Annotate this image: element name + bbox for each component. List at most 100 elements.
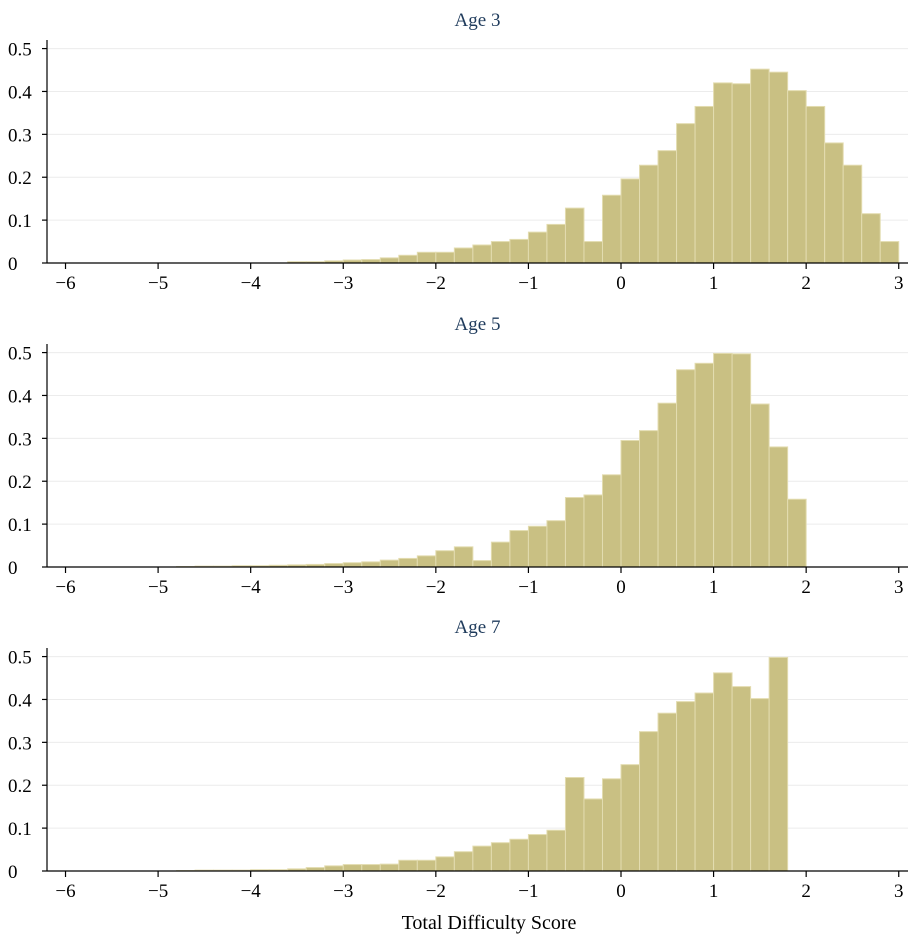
histogram-bar [453, 247, 474, 264]
x-tick-label: −1 [518, 881, 538, 902]
panel-age-3: Age 3 0 0.1 0.2 0.3 0.4 0.5 −6 −5 −4 −3 −2 −1 0 1 2 3 [8, 10, 908, 294]
histogram-bar [564, 207, 585, 264]
histogram-bar [398, 254, 418, 264]
x-tick-label: −3 [333, 577, 353, 598]
x-tick-label: −4 [241, 273, 262, 294]
histogram-bar [601, 474, 622, 568]
y-tick-label: 0.1 [8, 211, 32, 232]
histogram-bar [805, 105, 826, 264]
y-tick-label: 0.5 [8, 344, 32, 365]
histogram-bar [416, 251, 437, 264]
histogram-bar [639, 164, 659, 264]
x-tick-label: −5 [148, 577, 168, 598]
y-tick-label: 0.4 [8, 386, 32, 407]
y-tick-label: 0.2 [8, 776, 32, 797]
histogram-bar [361, 864, 381, 872]
histogram-bar [750, 68, 770, 264]
histogram-bar [472, 560, 492, 568]
histogram-bar [416, 555, 437, 568]
panel-title: Age 5 [455, 314, 501, 335]
panel-title: Age 3 [455, 10, 501, 31]
histogram-bar [453, 851, 474, 872]
x-tick-label: 0 [616, 273, 626, 294]
histogram-bar [472, 244, 492, 264]
x-tick-label: −3 [333, 881, 353, 902]
histogram-bar [676, 701, 696, 872]
x-tick-label: 1 [709, 881, 719, 902]
y-tick-label: 0 [8, 254, 18, 275]
x-tick-label: 2 [801, 881, 811, 902]
histogram-bar [639, 430, 659, 568]
histogram-bar [453, 546, 474, 568]
histogram-bar [694, 692, 715, 872]
x-tick-label: −5 [148, 273, 168, 294]
y-tick-label: 0.3 [8, 125, 32, 146]
histogram-bar [731, 353, 752, 568]
histogram-bar [861, 213, 881, 264]
histogram-bar [731, 83, 752, 264]
histogram-bar [379, 257, 400, 264]
y-tick-label: 0.3 [8, 429, 32, 450]
histogram-bar [601, 194, 622, 264]
histogram-bar [750, 698, 770, 872]
histogram-bar [657, 402, 678, 568]
histogram-bar [416, 859, 437, 872]
panel-title: Age 7 [455, 617, 501, 638]
x-tick-label: −6 [55, 881, 75, 902]
y-tick-label: 0.1 [8, 819, 32, 840]
x-tick-label: 3 [894, 577, 904, 598]
x-tick-label: 1 [709, 577, 719, 598]
x-tick-label: −2 [426, 881, 446, 902]
x-tick-label: 3 [894, 273, 904, 294]
histogram-bar [657, 712, 678, 872]
histogram-bar [564, 777, 585, 872]
histogram-bar [564, 497, 585, 568]
histogram-bar [639, 731, 659, 872]
histogram-bar [398, 859, 418, 872]
histogram-bar [713, 672, 733, 872]
histogram-bar [620, 764, 641, 872]
y-tick-label: 0.2 [8, 168, 32, 189]
y-tick-label: 0.2 [8, 472, 32, 493]
histogram-bar [546, 520, 566, 568]
histogram-bar [787, 90, 807, 264]
histogram-bar [787, 498, 807, 568]
histogram-bar [676, 369, 696, 568]
histogram-bar [750, 403, 770, 568]
histogram-bar [768, 71, 789, 264]
histogram-bar [657, 150, 678, 264]
histogram-bar [879, 241, 900, 264]
histogram-bar [546, 223, 566, 264]
histogram-bar [379, 863, 400, 872]
histogram-bar [694, 105, 715, 264]
histogram-bar [490, 842, 511, 872]
y-tick-label: 0.4 [8, 82, 32, 103]
histogram-bar [398, 557, 418, 568]
histogram-bar [583, 494, 603, 568]
histogram-bar [620, 439, 641, 568]
histogram-bar [342, 562, 363, 568]
x-tick-label: −4 [241, 881, 262, 902]
histogram-bar [713, 352, 733, 568]
x-tick-label: −6 [55, 577, 75, 598]
histogram-bar [601, 778, 622, 872]
x-tick-label: 0 [616, 577, 626, 598]
histogram-bar [435, 251, 455, 264]
x-tick-label: 1 [709, 273, 719, 294]
y-tick-label: 0.3 [8, 733, 32, 754]
histogram-bar [472, 845, 492, 872]
histogram-bar [546, 829, 566, 872]
x-tick-label: −4 [241, 577, 262, 598]
histogram-bar [490, 241, 511, 264]
x-tick-label: 2 [801, 273, 811, 294]
histogram-bar [620, 178, 641, 264]
panel-age-7: Age 7 0 0.1 0.2 0.3 0.4 0.5 −6 −5 −4 −3 −2 −1 0 1 2 3 [8, 617, 908, 902]
histogram-bar [527, 525, 548, 568]
histogram-bar [509, 238, 529, 264]
histogram-bar [342, 864, 363, 872]
histogram-bar [379, 559, 400, 568]
histogram-bar [768, 446, 789, 568]
y-tick-label: 0 [8, 558, 18, 579]
histogram-bar [509, 530, 529, 568]
